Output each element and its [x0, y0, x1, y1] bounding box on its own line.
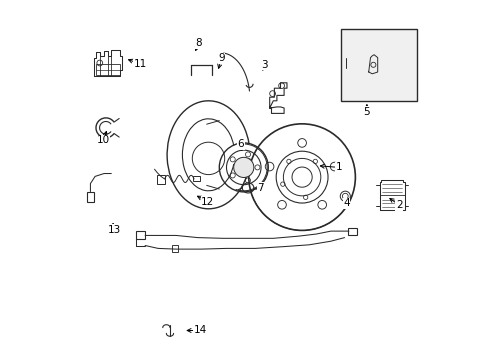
Text: 9: 9 [218, 53, 224, 63]
Text: 14: 14 [194, 325, 207, 336]
Text: 4: 4 [343, 198, 349, 208]
Text: 1: 1 [335, 162, 342, 172]
Bar [87, 192, 94, 202]
Bar [96, 64, 120, 75]
Bar [340, 29, 416, 101]
Text: 6: 6 [237, 139, 244, 149]
Bar [171, 245, 178, 252]
Text: 2: 2 [395, 200, 402, 210]
Text: 8: 8 [195, 38, 202, 48]
Text: 7: 7 [257, 183, 264, 193]
Bar [347, 228, 356, 235]
Text: 3: 3 [261, 60, 267, 70]
Bar [193, 176, 200, 181]
Text: 10: 10 [97, 135, 110, 145]
Text: 11: 11 [133, 59, 146, 69]
Bar [136, 231, 145, 239]
Bar [157, 175, 164, 184]
Circle shape [233, 157, 253, 177]
Text: 13: 13 [107, 225, 121, 235]
Text: 5: 5 [363, 107, 369, 117]
Text: 12: 12 [201, 197, 214, 207]
